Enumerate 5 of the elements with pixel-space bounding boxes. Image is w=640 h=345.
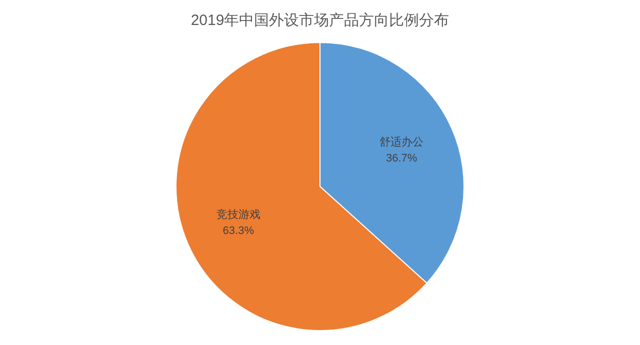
data-label: 63.3%: [222, 224, 254, 237]
data-label: 36.7%: [386, 152, 418, 164]
chart-title: 2019年中国外设市场产品方向比例分布: [190, 12, 450, 30]
slice-label: 舒适办公: [380, 135, 424, 148]
slice-label: 竞技游戏: [216, 208, 260, 221]
